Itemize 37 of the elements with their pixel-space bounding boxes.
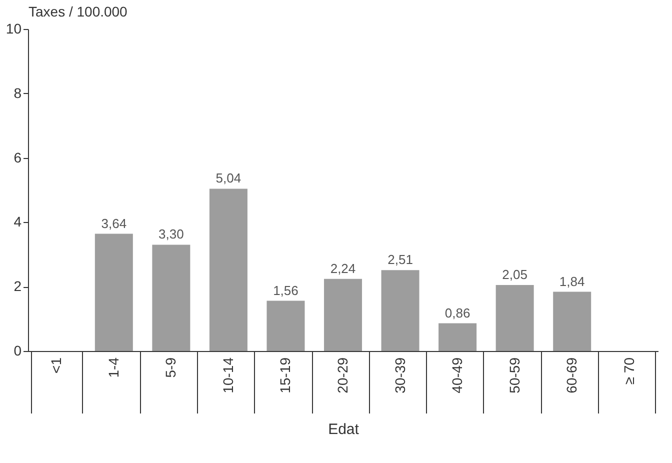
bar [496, 284, 534, 351]
x-tick-label: 30-39 [392, 357, 408, 394]
x-tick-label: 20-29 [334, 357, 350, 394]
y-axis-title: Taxes / 100.000 [28, 4, 128, 20]
x-tick-label: 40-49 [449, 357, 466, 394]
bar [324, 278, 362, 351]
y-tick-label: 10 [6, 20, 22, 36]
data-label: 2,24 [330, 260, 356, 276]
x-tick-label: 1-4 [105, 357, 122, 378]
data-label: 3,30 [158, 226, 184, 242]
data-label: 5,04 [216, 170, 242, 186]
data-label: 1,56 [273, 282, 298, 298]
y-tick-label: 2 [14, 278, 22, 294]
x-tick-label: <1 [48, 357, 64, 374]
y-tick-label: 4 [14, 214, 22, 230]
bar [381, 270, 420, 351]
x-tick-label: 15-19 [277, 357, 294, 394]
x-axis-title: Edat [328, 421, 360, 438]
bar [152, 244, 190, 351]
bar [438, 323, 477, 351]
y-tick-label: 8 [14, 84, 22, 101]
x-tick-label: ≥ 70 [620, 357, 637, 385]
x-tick-label: 5-9 [162, 357, 179, 378]
bar [209, 188, 248, 351]
data-label: 1,84 [559, 274, 585, 289]
x-tick-label: 60-69 [564, 357, 580, 394]
y-tick-label: 6 [14, 149, 22, 166]
data-label: 2,51 [388, 252, 413, 268]
x-tick-label: 50-59 [506, 357, 522, 394]
x-tick-label: 10-14 [220, 357, 236, 394]
data-label: 0,86 [444, 305, 470, 320]
bar [266, 300, 305, 351]
bar [553, 292, 592, 351]
data-label: 2,05 [502, 266, 528, 282]
y-tick-label: 0 [14, 342, 22, 358]
data-label: 3,64 [101, 216, 127, 231]
bar [94, 234, 133, 351]
